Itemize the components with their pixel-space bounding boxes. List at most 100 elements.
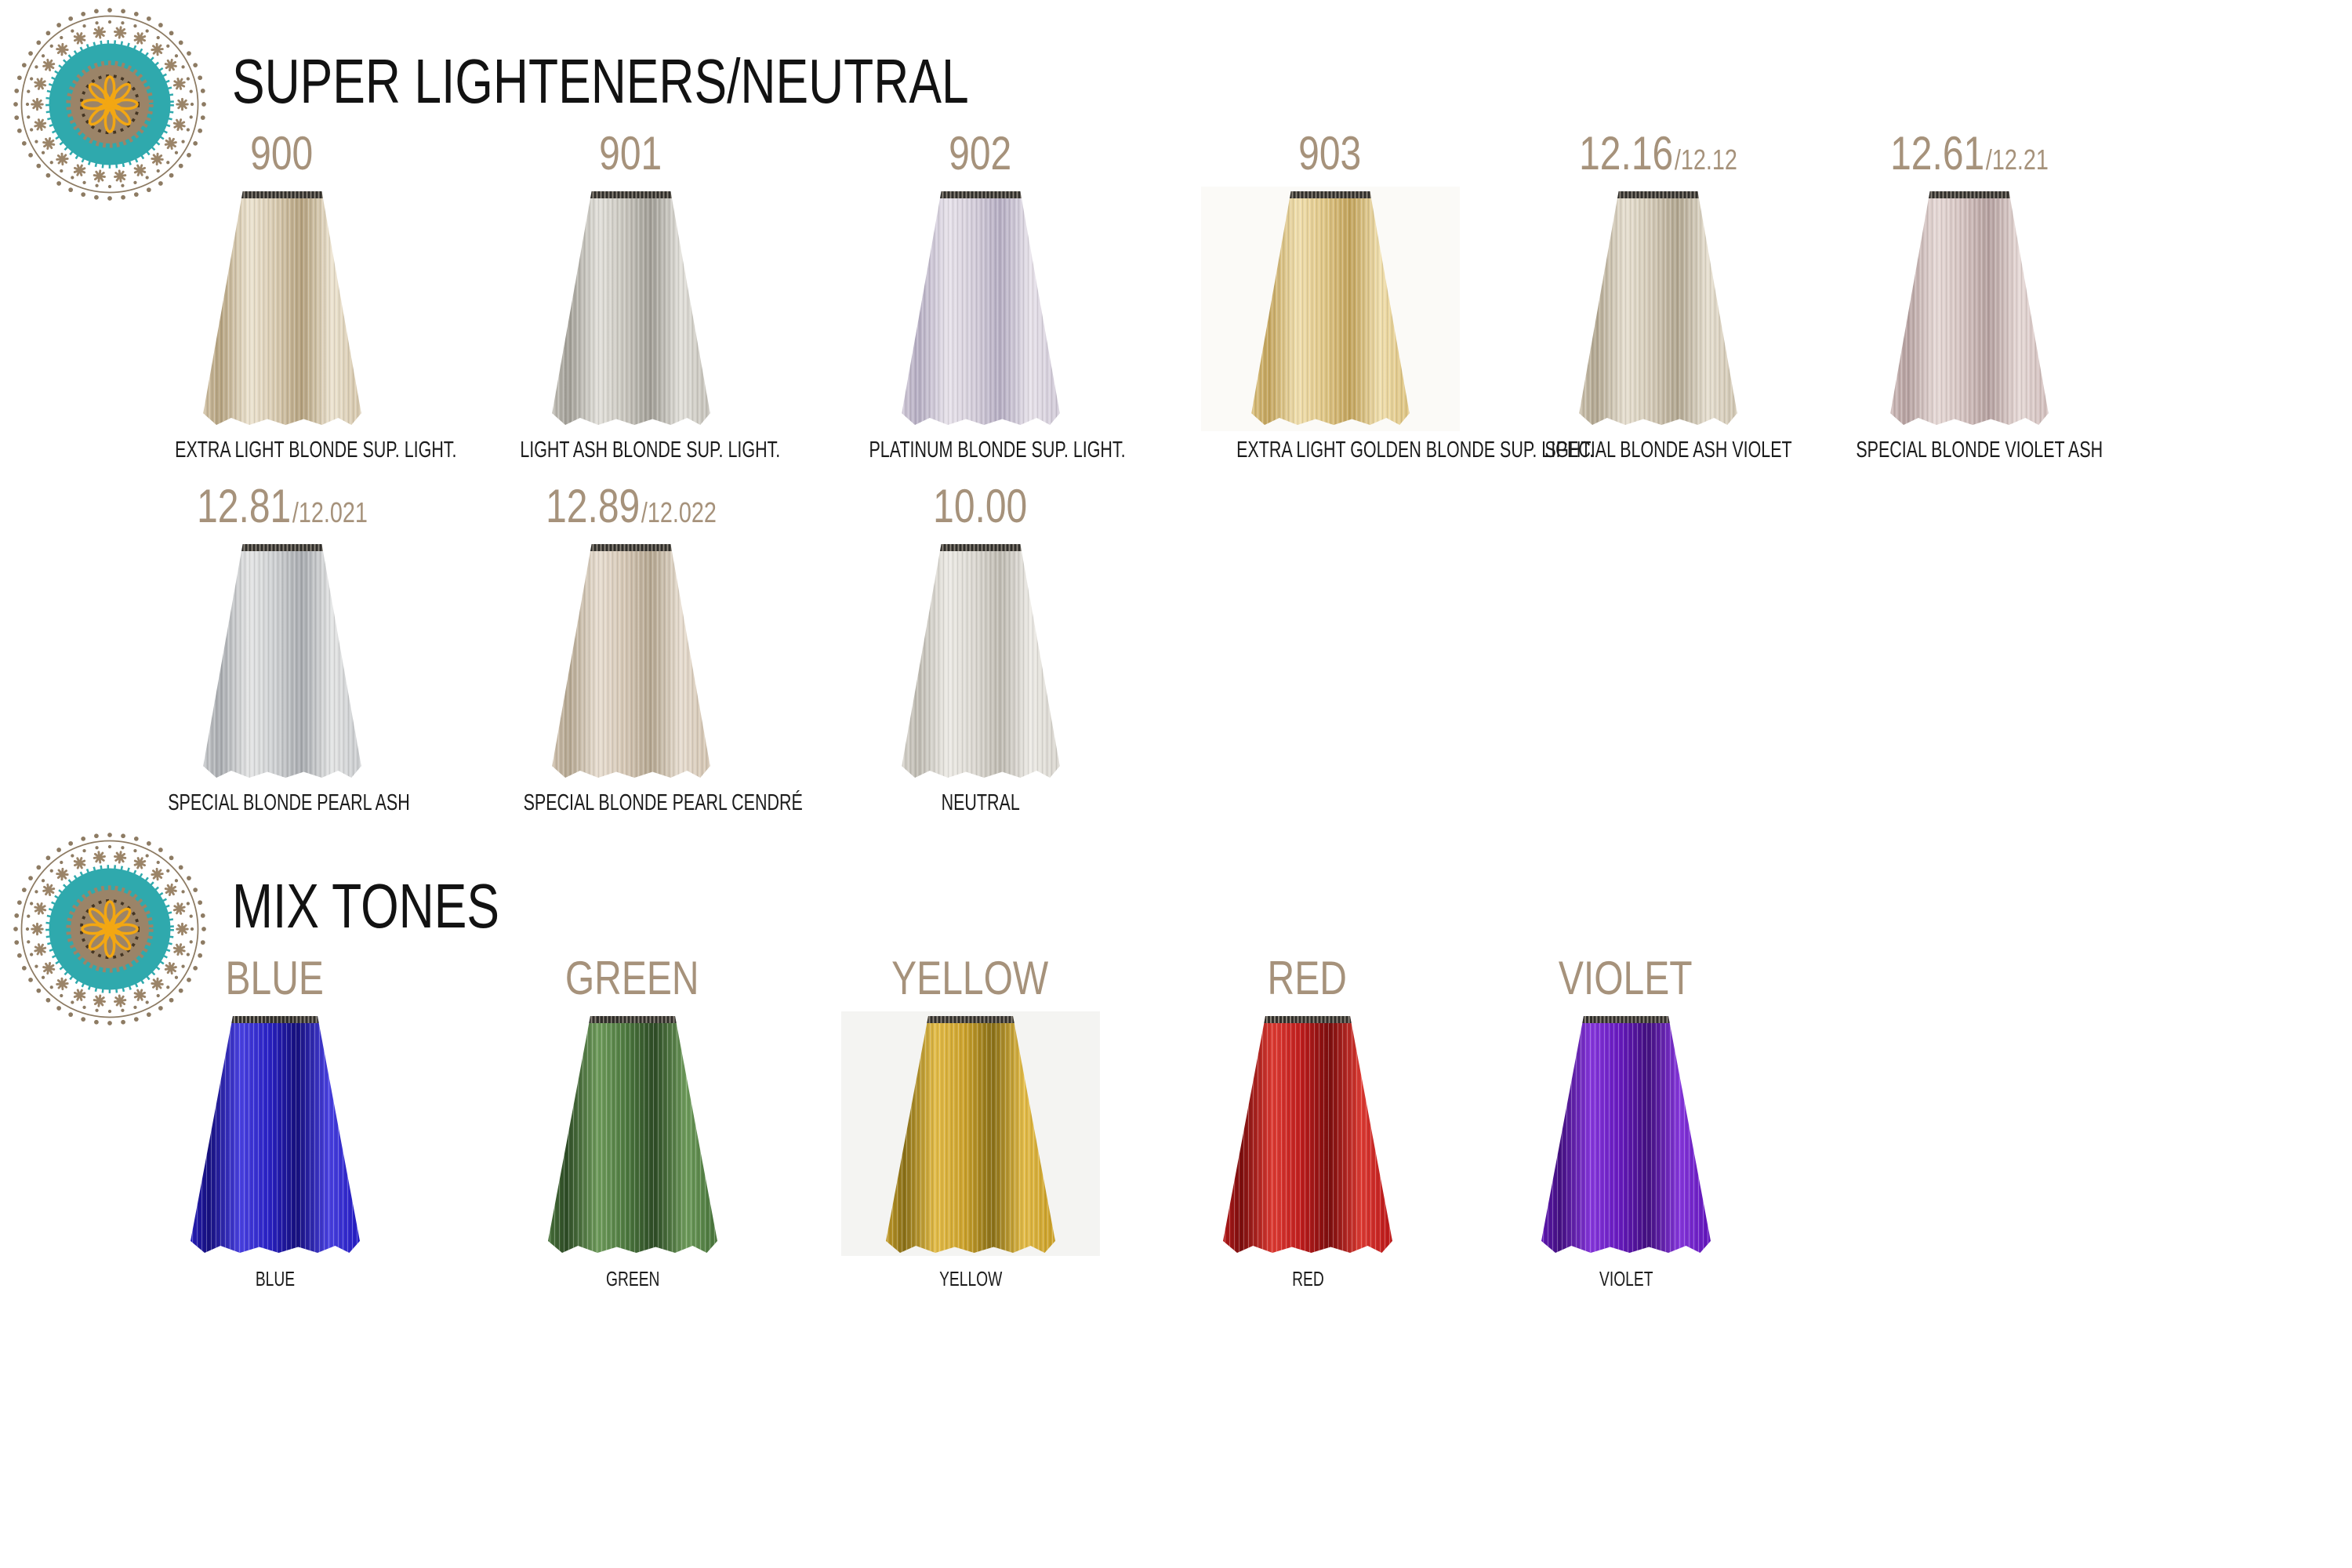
shade-name-text: EXTRA LIGHT BLONDE SUP. LIGHT. (175, 437, 457, 463)
shade-name-text: SPECIAL BLONDE VIOLET ASH (1856, 437, 2103, 463)
shade-code: GREEN (507, 950, 758, 1007)
hair-swatch (1223, 1016, 1392, 1253)
hair-swatch (548, 1016, 717, 1253)
swatch-binding-band (588, 1016, 677, 1023)
shade-name: LIGHT ASH BLONDE SUP. LIGHT. (474, 437, 788, 463)
swatch-background-box (503, 1011, 762, 1256)
swatch-background-box (153, 187, 412, 431)
swatch-column: 12.89/12.022 SPECIAL BLONDE PEARL CENDRÉ (474, 478, 803, 816)
shade-code: BLUE (150, 950, 401, 1007)
shade-code-main: 901 (599, 127, 662, 180)
shade-code: RED (1182, 950, 1433, 1007)
swatch-background-box (851, 539, 1110, 784)
mandala-icon (13, 833, 206, 1025)
hair-swatch (1890, 191, 2049, 425)
shade-code-alt: /12.12 (1674, 143, 1737, 176)
swatch-column: 902 PLATINUM BLONDE SUP. LIGHT. (824, 125, 1138, 463)
hair-swatch (552, 191, 710, 425)
section-title: SUPER LIGHTENERS/NEUTRAL (232, 46, 969, 116)
shade-code-main: GREEN (564, 952, 699, 1004)
shade-code-main: VIOLET (1558, 952, 1693, 1004)
swatch-background-box (1497, 1011, 1755, 1256)
shade-name-text: PLATINUM BLONDE SUP. LIGHT. (869, 437, 1126, 463)
swatch-background-box (146, 1011, 405, 1256)
shade-code-main: 903 (1298, 127, 1362, 180)
brand-mandala-logo (12, 831, 208, 1027)
shade-name: SPECIAL BLONDE PEARL ASH (125, 790, 439, 816)
shade-code: 900 (157, 125, 408, 182)
swatch-binding-band (241, 544, 324, 551)
shade-code-main: 12.81 (197, 480, 292, 532)
swatch-binding-band (939, 191, 1022, 198)
hair-swatch (203, 191, 361, 425)
shade-name: SPECIAL BLONDE PEARL CENDRÉ (474, 790, 803, 816)
shade-name: EXTRA LIGHT GOLDEN BLONDE SUP. LIGHT. (1174, 437, 1594, 463)
shade-name: YELLOW (814, 1267, 1127, 1291)
shade-code: 903 (1205, 125, 1456, 182)
swatch-binding-band (590, 191, 673, 198)
swatch-background-box (841, 1011, 1100, 1256)
swatch-column: RED RED (1151, 950, 1465, 1291)
hair-swatch (191, 1016, 360, 1253)
shade-code: 901 (506, 125, 757, 182)
shade-code-main: YELLOW (891, 952, 1049, 1004)
hair-swatch (902, 191, 1060, 425)
shade-code-alt: /12.022 (641, 496, 717, 528)
shade-name-text: SPECIAL BLONDE ASH VIOLET (1544, 437, 1792, 463)
shade-code-alt: /12.21 (1985, 143, 2049, 176)
hair-swatch (1251, 191, 1410, 425)
shade-code-main: 12.16 (1579, 127, 1674, 180)
swatch-row: 900 EXTRA LIGHT BLONDE SUP. LIGHT. 901 L… (0, 125, 2352, 494)
swatch-background-box (153, 539, 412, 784)
swatch-binding-band (1617, 191, 1700, 198)
swatch-column: 10.00 NEUTRAL (824, 478, 1138, 816)
hair-swatch (203, 544, 361, 778)
shade-name-text: GREEN (605, 1267, 660, 1290)
mandala-icon (13, 8, 206, 201)
shade-name: SPECIAL BLONDE ASH VIOLET (1501, 437, 1815, 463)
shade-code: 12.81/12.021 (157, 478, 408, 535)
shade-code-main: BLUE (225, 952, 324, 1004)
swatch-column: 12.81/12.021 SPECIAL BLONDE PEARL ASH (125, 478, 439, 816)
swatch-column: 901 LIGHT ASH BLONDE SUP. LIGHT. (474, 125, 788, 463)
shade-name-text: LIGHT ASH BLONDE SUP. LIGHT. (520, 437, 781, 463)
swatch-background-box (1178, 1011, 1437, 1256)
shade-name-text: YELLOW (938, 1267, 1003, 1290)
swatch-background-box (502, 539, 760, 784)
hair-swatch (886, 1016, 1055, 1253)
shade-code: 12.89/12.022 (506, 478, 757, 535)
shade-name: PLATINUM BLONDE SUP. LIGHT. (824, 437, 1138, 463)
shade-name: GREEN (476, 1267, 789, 1291)
swatch-background-box (502, 187, 760, 431)
swatch-column: 900 EXTRA LIGHT BLONDE SUP. LIGHT. (125, 125, 456, 463)
shade-code: 12.61/12.21 (1844, 125, 2095, 182)
swatch-column: 12.16/12.12 SPECIAL BLONDE ASH VIOLET (1501, 125, 1815, 463)
shade-code-main: 10.00 (933, 480, 1028, 532)
swatch-background-box (1201, 187, 1460, 431)
hair-swatch (552, 544, 710, 778)
swatch-binding-band (1289, 191, 1372, 198)
swatch-binding-band (1928, 191, 2011, 198)
shade-name-text: BLUE (255, 1267, 296, 1290)
swatch-column: VIOLET VIOLET (1469, 950, 1783, 1291)
swatch-binding-band (590, 544, 673, 551)
shade-name: BLUE (118, 1267, 432, 1291)
section-title: MIX TONES (232, 871, 499, 941)
swatch-binding-band (926, 1016, 1015, 1023)
hair-swatch (1579, 191, 1737, 425)
shade-code: 12.16/12.12 (1533, 125, 1784, 182)
shade-code: YELLOW (845, 950, 1096, 1007)
shade-code: 10.00 (855, 478, 1106, 535)
swatch-column: GREEN GREEN (476, 950, 789, 1291)
hair-swatch (1541, 1016, 1711, 1253)
swatch-binding-band (939, 544, 1022, 551)
shade-code-main: 12.61 (1890, 127, 1985, 180)
shade-name-text: NEUTRAL (941, 790, 1021, 815)
shade-code: VIOLET (1501, 950, 1751, 1007)
swatch-binding-band (1581, 1016, 1671, 1023)
shade-name-text: SPECIAL BLONDE PEARL CENDRÉ (523, 790, 803, 815)
shade-name-text: RED (1291, 1267, 1324, 1290)
swatch-background-box (1529, 187, 1788, 431)
swatch-binding-band (230, 1016, 320, 1023)
